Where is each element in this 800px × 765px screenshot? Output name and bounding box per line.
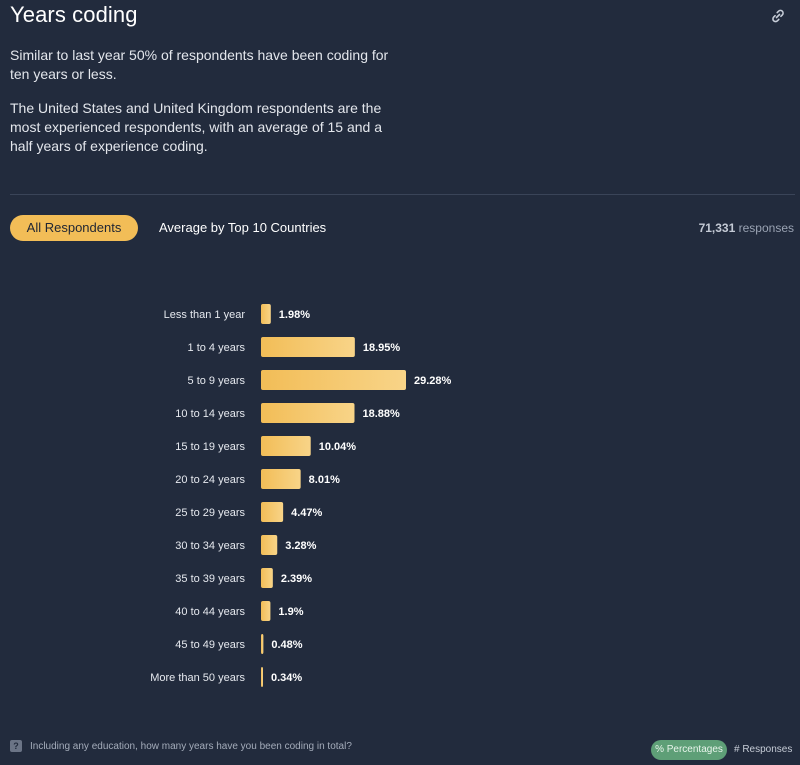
- responses-label: responses: [738, 221, 794, 235]
- category-label: 35 to 39 years: [175, 573, 245, 585]
- value-label: 29.28%: [414, 375, 452, 387]
- value-label: 1.98%: [279, 309, 310, 321]
- value-label: 4.47%: [291, 507, 322, 519]
- category-label: More than 50 years: [150, 672, 245, 684]
- bar[interactable]: [261, 502, 284, 522]
- value-label: 1.9%: [278, 606, 303, 618]
- bar[interactable]: [261, 535, 278, 555]
- category-label: 1 to 4 years: [188, 342, 246, 354]
- bar[interactable]: [261, 469, 301, 489]
- tab-top-10-countries[interactable]: Average by Top 10 Countries: [159, 220, 327, 235]
- bar[interactable]: [261, 304, 271, 324]
- bar[interactable]: [261, 568, 273, 588]
- category-label: 25 to 29 years: [175, 507, 245, 519]
- bar[interactable]: [261, 601, 271, 621]
- page-title: Years coding: [10, 2, 138, 27]
- bar[interactable]: [261, 667, 263, 687]
- description-paragraph-1: Similar to last year 50% of respondents …: [10, 47, 389, 82]
- bar[interactable]: [261, 436, 311, 456]
- percentages-toggle[interactable]: % Percentages: [651, 740, 727, 760]
- bar[interactable]: [261, 634, 264, 654]
- survey-question: ? Including any education, how many years…: [10, 740, 352, 754]
- value-label: 0.48%: [271, 639, 302, 651]
- bar[interactable]: [261, 403, 355, 423]
- category-label: 10 to 14 years: [175, 408, 245, 420]
- question-icon: ?: [10, 740, 22, 753]
- category-label: Less than 1 year: [164, 309, 246, 321]
- value-label: 18.88%: [362, 408, 400, 420]
- category-label: 30 to 34 years: [175, 540, 245, 552]
- responses-number: 71,331: [698, 221, 736, 235]
- tab-all-respondents[interactable]: All Respondents: [10, 215, 138, 241]
- category-label: 20 to 24 years: [175, 474, 245, 486]
- survey-question-text: Including any education, how many years …: [30, 741, 352, 752]
- description: Similar to last year 50% of respondents …: [10, 46, 390, 171]
- value-label: 3.28%: [285, 540, 316, 552]
- bar[interactable]: [261, 337, 355, 357]
- link-icon[interactable]: [770, 8, 786, 24]
- value-label: 10.04%: [319, 441, 357, 453]
- category-label: 15 to 19 years: [175, 441, 245, 453]
- bar[interactable]: [261, 370, 406, 390]
- category-label: 5 to 9 years: [188, 375, 246, 387]
- value-label: 0.34%: [271, 672, 302, 684]
- category-label: 40 to 44 years: [175, 606, 245, 618]
- value-label: 2.39%: [281, 573, 312, 585]
- responses-toggle[interactable]: # Responses: [734, 744, 793, 755]
- category-label: 45 to 49 years: [175, 639, 245, 651]
- responses-count: 71,331 responses: [699, 215, 794, 241]
- description-paragraph-2: The United States and United Kingdom res…: [10, 100, 383, 154]
- value-label: 18.95%: [363, 342, 401, 354]
- divider: [10, 194, 795, 195]
- bar-chart: Less than 1 year 1.98% 1 to 4 years 18.95% 5…: [150, 304, 452, 687]
- value-label: 8.01%: [309, 474, 340, 486]
